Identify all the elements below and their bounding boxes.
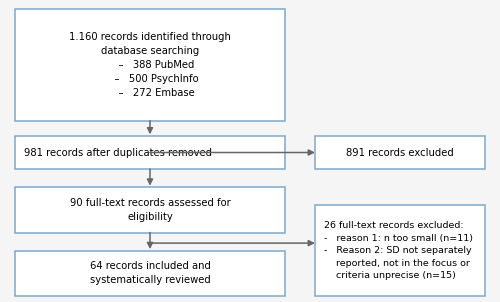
Text: 891 records excluded: 891 records excluded (346, 147, 454, 158)
Text: 1.160 records identified through
database searching
    –   388 PubMed
    –   5: 1.160 records identified through databas… (69, 32, 231, 98)
Text: 90 full-text records assessed for
eligibility: 90 full-text records assessed for eligib… (70, 198, 230, 222)
FancyBboxPatch shape (15, 251, 285, 296)
FancyBboxPatch shape (315, 205, 485, 296)
Text: 64 records included and
systematically reviewed: 64 records included and systematically r… (90, 261, 210, 285)
Text: 26 full-text records excluded:
-   reason 1: n too small (n=11)
-   Reason 2: SD: 26 full-text records excluded: - reason … (324, 221, 473, 280)
FancyBboxPatch shape (15, 9, 285, 121)
FancyBboxPatch shape (15, 136, 285, 169)
FancyBboxPatch shape (15, 187, 285, 233)
Text: 981 records after duplicates removed: 981 records after duplicates removed (24, 147, 212, 158)
FancyBboxPatch shape (315, 136, 485, 169)
